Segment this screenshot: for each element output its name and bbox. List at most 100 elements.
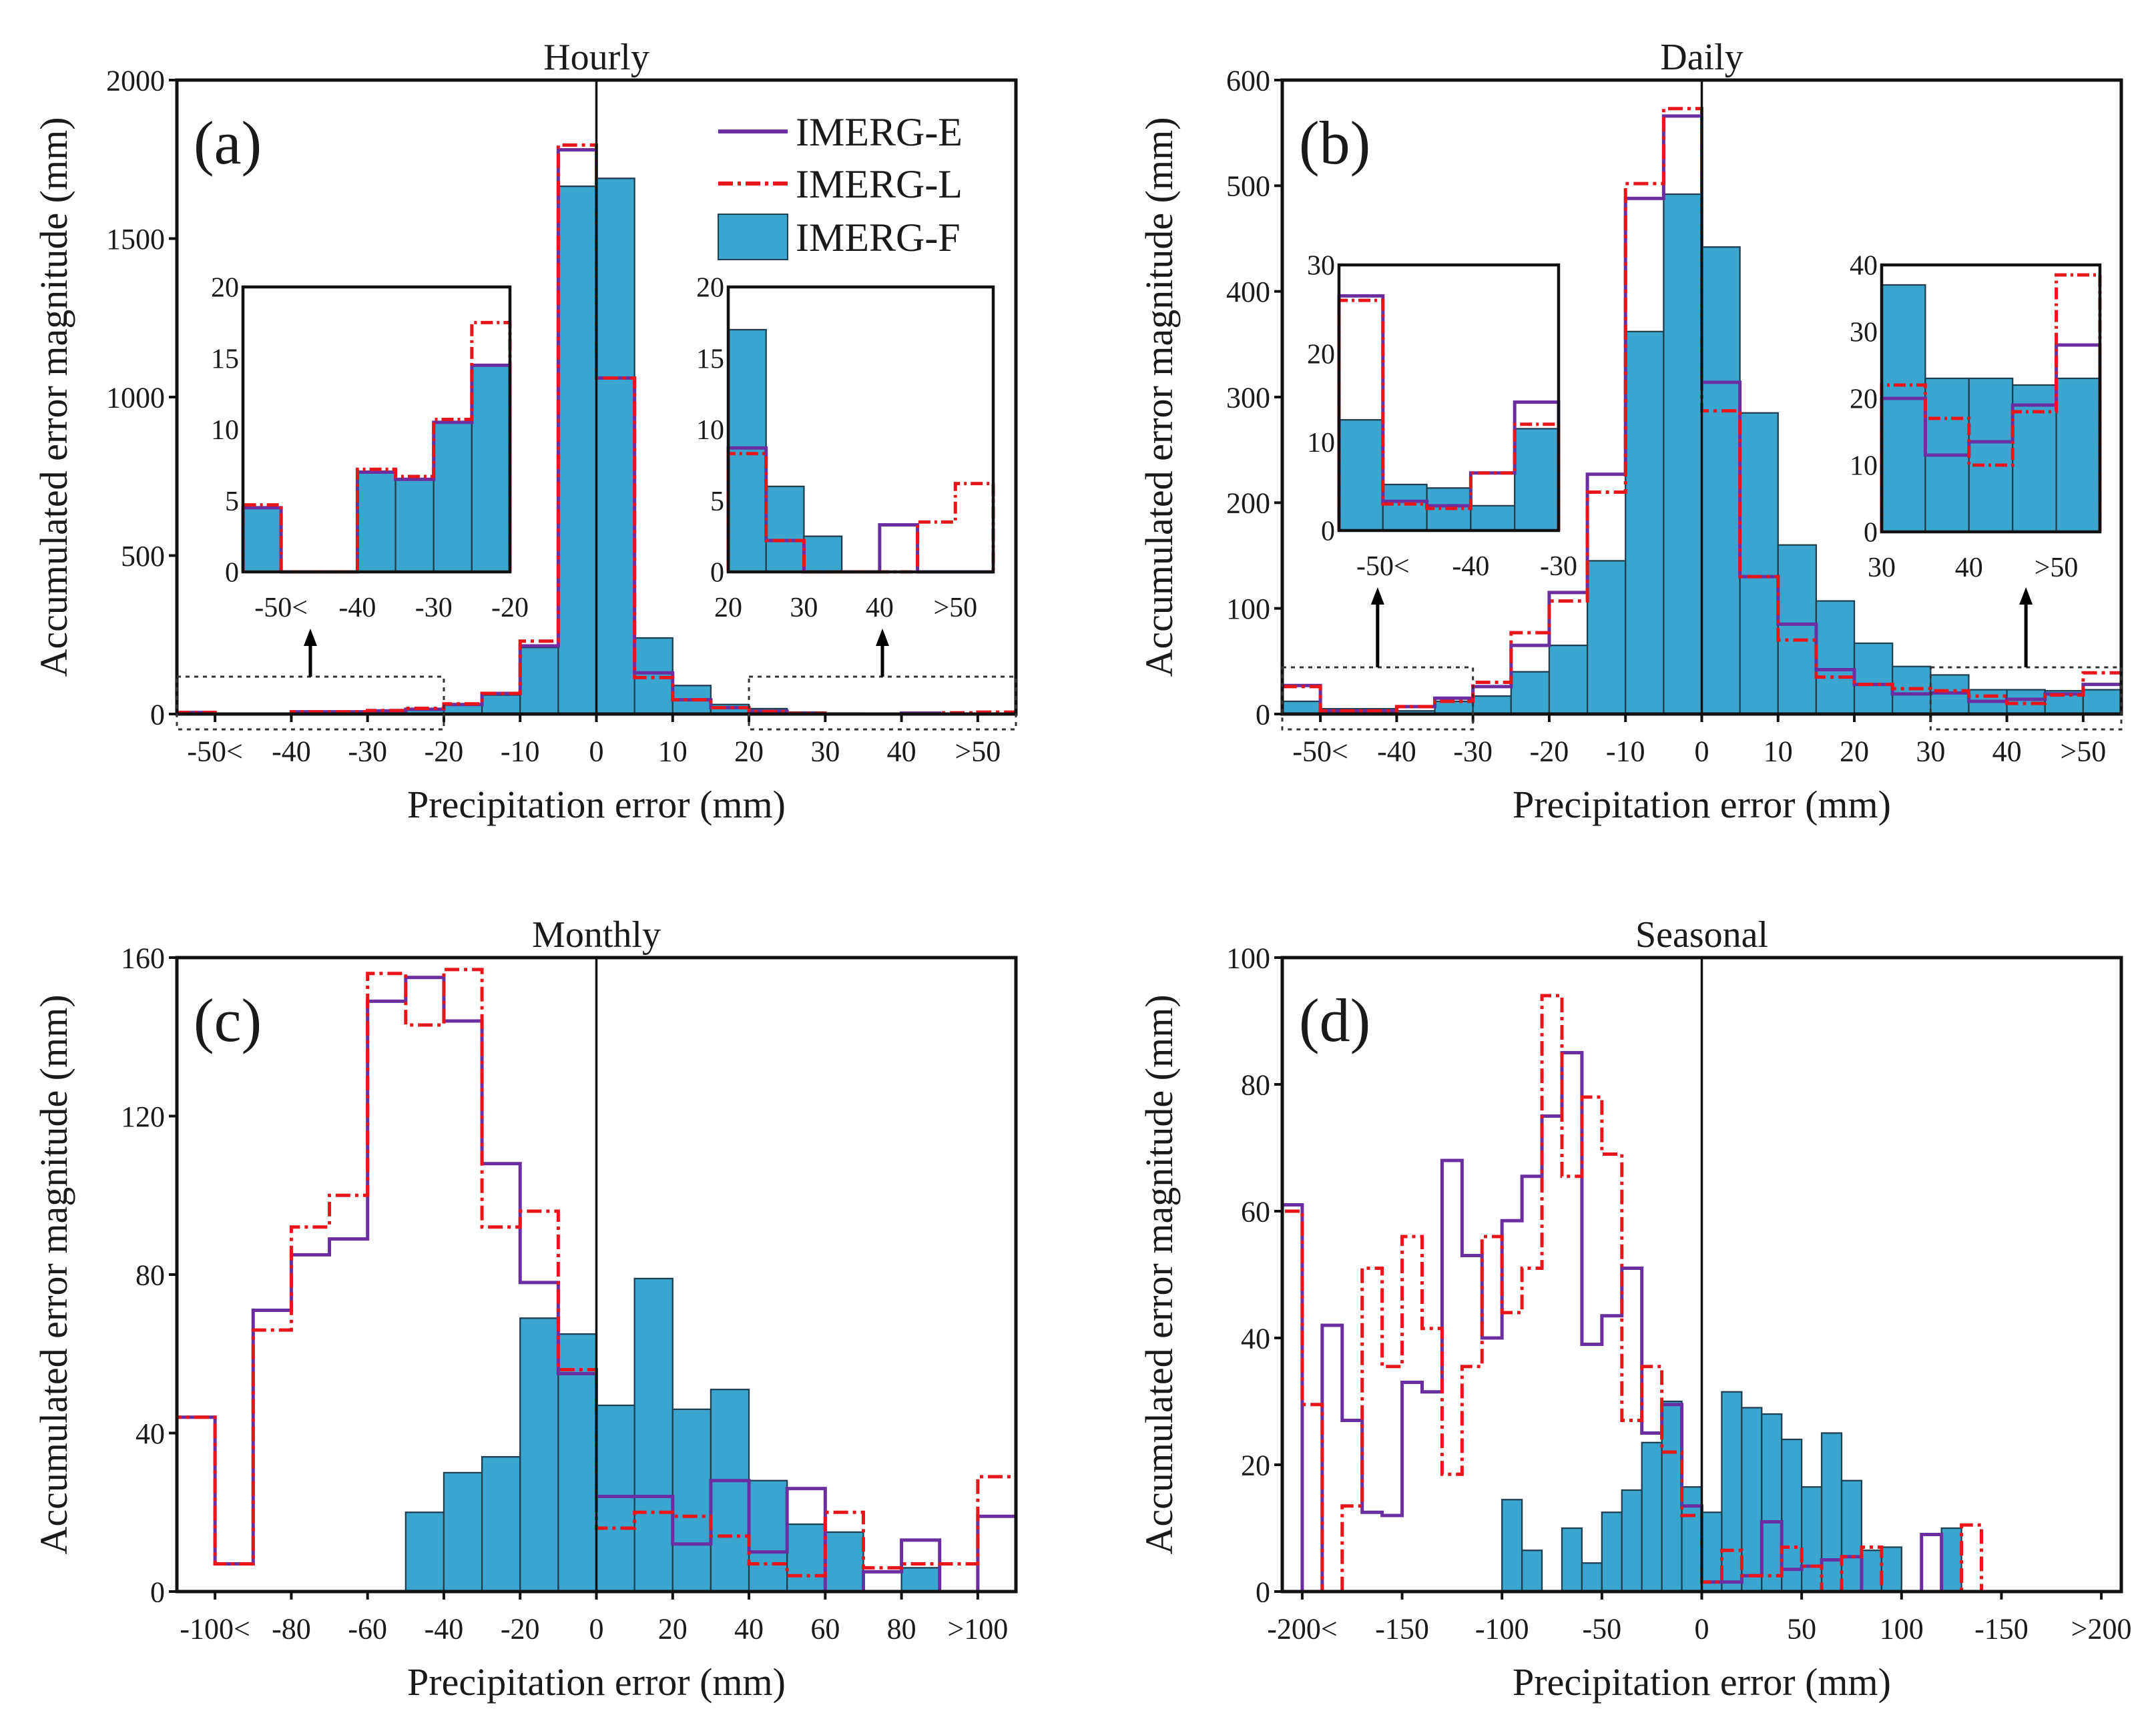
bar-imerg-f (1801, 1486, 1823, 1593)
bar-imerg-f (1880, 1546, 1902, 1593)
x-tick-label: -40 (272, 735, 311, 767)
bar-imerg-f (1621, 1489, 1643, 1593)
y-tick-label: 10 (1850, 451, 1878, 482)
x-tick-label: 20 (714, 593, 742, 623)
y-tick-label: 10 (211, 415, 239, 446)
bar-imerg-f (1761, 1413, 1783, 1593)
zoom-region-box (748, 675, 1017, 731)
x-tick-label: 20 (1840, 735, 1869, 767)
inset-negative-tail: -50< -40 -30 -20 0 5 10 15 20 (211, 273, 529, 624)
y-tick-label: 20 (211, 273, 239, 304)
y-tick-label: 0 (710, 558, 724, 589)
x-tick-label: -200< (1267, 1612, 1337, 1645)
bar-imerg-f (443, 1471, 483, 1593)
y-tick-label: 100 (1226, 942, 1270, 974)
y-axis-label: Accumulated error magnitude (mm) (32, 117, 75, 677)
x-tick-label: -150 (1375, 1612, 1429, 1645)
bar-imerg-f (1338, 419, 1384, 532)
arrow-up-icon (303, 629, 317, 646)
bar-imerg-f (557, 186, 597, 715)
panel-label: (c) (194, 986, 262, 1054)
bar-imerg-f (1548, 644, 1589, 715)
bar-imerg-f (1815, 600, 1856, 715)
x-tick-label: >50 (955, 735, 1001, 767)
y-tick-label: 30 (1850, 318, 1878, 348)
bar-imerg-f (481, 1456, 521, 1593)
bar-imerg-f (1514, 428, 1560, 532)
x-tick-label: >100 (947, 1612, 1008, 1645)
bar-imerg-f (748, 1479, 788, 1593)
y-tick-label: 0 (1321, 517, 1335, 547)
legend-item-imerg-e: IMERG-E (718, 110, 963, 154)
x-tick-label: -30 (1540, 551, 1577, 582)
x-tick-label: 40 (866, 593, 894, 623)
axes-frame (1337, 263, 1561, 533)
y-tick-label: 2000 (106, 64, 165, 97)
x-tick-label: -10 (501, 735, 540, 767)
y-axis-label: Accumulated error magnitude (mm) (1137, 994, 1181, 1554)
bar-imerg-f (2082, 689, 2123, 715)
y-tick-label: 10 (1307, 428, 1335, 458)
plot-area (1280, 107, 2123, 715)
panel-title: Monthly (532, 914, 661, 956)
y-tick-label: 0 (1256, 1576, 1270, 1608)
series-line-imerg-l (1337, 298, 1561, 531)
bar-imerg-f (557, 1333, 597, 1593)
bar-imerg-f (356, 471, 396, 573)
x-tick-label: 30 (790, 593, 818, 623)
bar-imerg-f (1860, 1550, 1882, 1593)
inset-positive-tail: 20 30 40 >50 0 5 10 15 20 (696, 273, 995, 623)
bar-imerg-f (1663, 193, 1703, 715)
bar-imerg-f (671, 1408, 712, 1593)
x-tick-label: >200 (2071, 1612, 2132, 1645)
bar-imerg-f (1940, 1527, 1962, 1593)
x-tick-label: -80 (272, 1612, 311, 1645)
legend: IMERG-E IMERG-L IMERG-F (718, 110, 963, 260)
plot-area (1280, 994, 2121, 1594)
bar-imerg-f (1601, 1511, 1623, 1593)
y-tick-label: 1000 (106, 381, 165, 414)
x-tick-label: -30 (415, 593, 453, 623)
bar-imerg-f (1741, 1407, 1763, 1593)
x-tick-label: -40 (338, 593, 376, 623)
x-tick-label: -20 (501, 1612, 540, 1645)
plot-area (175, 968, 1018, 1594)
y-tick-label: 40 (1850, 251, 1878, 282)
y-tick-label: 40 (136, 1417, 165, 1450)
series-line-imerg-e (1337, 294, 1561, 531)
bar-imerg-f (471, 364, 511, 573)
x-axis-label: Precipitation error (mm) (1513, 783, 1891, 826)
x-tick-label: 30 (810, 735, 840, 767)
panel-seasonal: -200< -150 -100 -50 0 50 100 -150 >200 0 20 40 60 80 1… (1137, 914, 2131, 1704)
panel-hourly: -50< -40 -30 -20 -10 0 10 20 30 40 >50050010001500… (32, 37, 1018, 826)
bar-imerg-f (595, 178, 635, 715)
x-tick-label: -50< (254, 593, 308, 623)
x-tick-label: -50< (1356, 551, 1410, 582)
bar-imerg-f (710, 1389, 750, 1593)
bar-imerg-f (1510, 671, 1551, 715)
y-tick-label: 300 (1226, 381, 1270, 414)
panel-title: Seasonal (1635, 914, 1768, 956)
bar-imerg-f (1470, 504, 1516, 532)
bar-imerg-f (405, 1511, 445, 1593)
bar-imerg-f (727, 328, 767, 573)
bar-imerg-f (1625, 330, 1665, 715)
x-tick-label: 30 (1868, 553, 1896, 583)
bar-imerg-f (1840, 1479, 1863, 1593)
series-line-imerg-l (241, 320, 512, 574)
panel-label: (a) (194, 109, 262, 177)
y-tick-label: 5 (225, 486, 239, 517)
bar-imerg-f (900, 1567, 940, 1593)
bar-imerg-f (1281, 700, 1322, 715)
x-tick-label: -40 (1452, 551, 1489, 582)
y-tick-label: 500 (121, 540, 165, 573)
bar-imerg-f (595, 1404, 635, 1593)
zoom-region-box (1929, 666, 2123, 731)
panel-monthly: -100< -80 -60 -40 -20 0 20 40 60 80 >100 0 40 80 120 16… (32, 914, 1018, 1704)
axes-frame (726, 285, 995, 574)
bar-imerg-f (1681, 1486, 1703, 1593)
bar-imerg-f (1641, 1441, 1663, 1593)
x-axis-label: Precipitation error (mm) (407, 783, 786, 826)
bar-imerg-f (1853, 642, 1894, 715)
x-tick-label: -30 (348, 735, 387, 767)
